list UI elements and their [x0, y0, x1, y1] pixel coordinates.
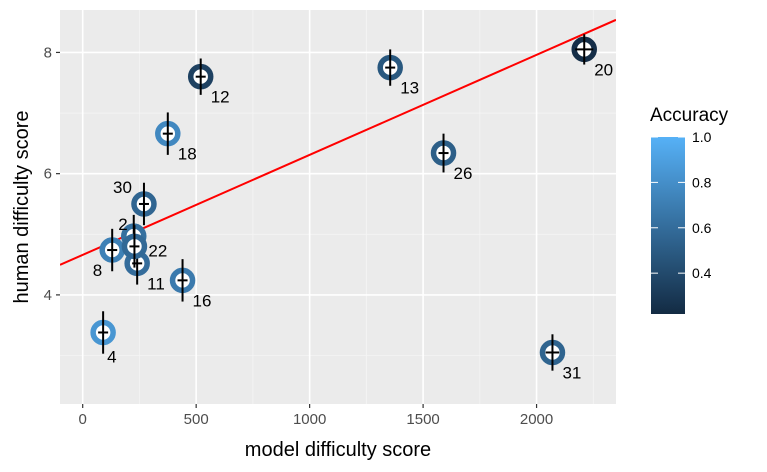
- point-labels-layer: 2 4 8 11 12 13 16 18 20 22 26 30 31: [93, 60, 613, 382]
- x-tick-label: 2000: [520, 411, 553, 428]
- point-label-8: 8: [93, 261, 102, 280]
- legend-ticks: 0.4 0.6 0.8 1.0: [651, 129, 712, 281]
- point-label-11: 11: [147, 274, 165, 293]
- x-tick-label: 1500: [406, 411, 439, 428]
- point-label-13: 13: [400, 79, 419, 98]
- legend: Accuracy 0.4 0.6 0.8 1.0: [650, 105, 729, 314]
- y-axis: 4 6 8: [44, 44, 60, 304]
- point-label-20: 20: [594, 60, 613, 79]
- point-label-31: 31: [562, 363, 581, 382]
- legend-tick-label: 0.4: [692, 265, 712, 281]
- grid-minor: [60, 10, 616, 404]
- point-label-26: 26: [454, 164, 473, 183]
- legend-tick-label: 1.0: [692, 129, 712, 145]
- legend-colorbar: [651, 137, 685, 314]
- point-label-12: 12: [211, 88, 230, 107]
- regression-layer: [60, 18, 616, 266]
- point-label-4: 4: [107, 347, 116, 366]
- grid-major: [60, 10, 616, 404]
- x-axis-title: model difficulty score: [245, 439, 431, 461]
- regression-line: [60, 18, 616, 266]
- legend-tick-label: 0.8: [692, 174, 712, 190]
- y-tick-label: 6: [44, 166, 52, 183]
- x-tick-label: 0: [79, 411, 87, 428]
- point-label-22: 22: [148, 241, 167, 260]
- point-label-30: 30: [113, 178, 132, 197]
- point-label-18: 18: [178, 145, 197, 164]
- y-tick-label: 8: [44, 44, 52, 61]
- point-label-2: 2: [118, 215, 127, 234]
- x-axis: 0 500 1000 1500 2000: [79, 404, 553, 428]
- points-layer: [90, 34, 597, 371]
- point-label-16: 16: [193, 291, 212, 310]
- legend-tick-label: 0.6: [692, 220, 712, 236]
- legend-title: Accuracy: [650, 105, 729, 126]
- x-tick-label: 1000: [293, 411, 326, 428]
- y-axis-title: human difficulty score: [11, 110, 33, 303]
- x-tick-label: 500: [184, 411, 209, 428]
- y-tick-label: 4: [44, 287, 52, 304]
